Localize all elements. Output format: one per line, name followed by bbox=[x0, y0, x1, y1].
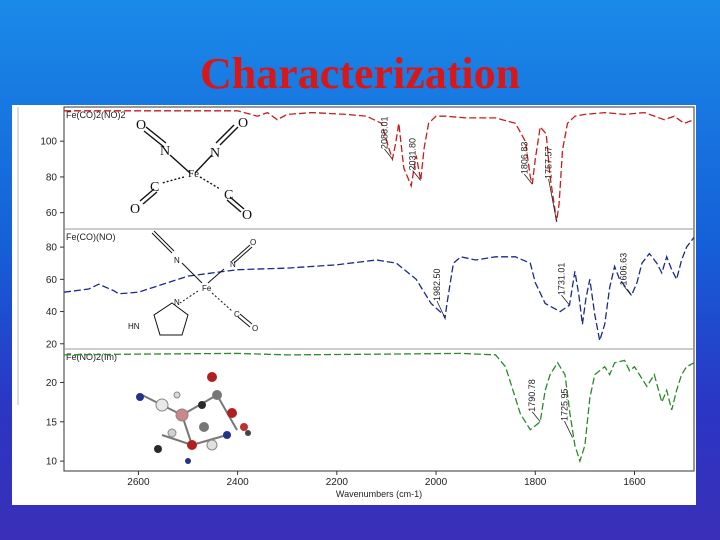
panel-label-fe-no2-im: Fe(NO)2(Im) bbox=[66, 352, 117, 362]
peak-leader-line bbox=[412, 170, 421, 181]
slide-title: Characterization bbox=[199, 49, 521, 98]
peak-label: 1757.57 bbox=[544, 146, 554, 179]
ir-spectra-chart: Fe(CO)2(NO)2 Fe(CO)(NO) Fe(NO)2(Im) 60 80… bbox=[17, 106, 695, 499]
peak-label: 2088.01 bbox=[379, 117, 389, 150]
x-tick-label: 1800 bbox=[524, 477, 547, 488]
svg-text:HN: HN bbox=[128, 322, 140, 331]
fe-co-no-im-atom-labels: N N O Fe N C O HN bbox=[128, 238, 258, 333]
fe-no2-im-crystal-structure bbox=[136, 372, 251, 464]
peak-label: 1606.63 bbox=[618, 253, 628, 286]
svg-text:O: O bbox=[242, 208, 252, 223]
y-tick-label: 20 bbox=[46, 339, 58, 350]
svg-text:N: N bbox=[174, 256, 180, 265]
peak-label: 1725.95 bbox=[559, 388, 569, 421]
ir-spectra-figure: Fe(CO)2(NO)2 Fe(CO)(NO) Fe(NO)2(Im) 60 80… bbox=[12, 105, 696, 505]
peak-leader-line bbox=[384, 148, 393, 160]
y-tick-label: 15 bbox=[46, 417, 58, 428]
svg-text:Fe: Fe bbox=[188, 168, 199, 180]
svg-text:O: O bbox=[252, 324, 258, 333]
chart-marks: 60 80 100 2088.01 2031.80 1806.83 1757.57 20 40 6… bbox=[40, 110, 695, 488]
y-tick-label: 80 bbox=[46, 172, 58, 183]
spectrum-line-2 bbox=[63, 237, 695, 341]
svg-text:C: C bbox=[150, 180, 159, 195]
peak-leader-line bbox=[623, 285, 632, 296]
x-tick-label: 2200 bbox=[326, 477, 349, 488]
plot-frame bbox=[63, 106, 695, 472]
peak-label: 2031.80 bbox=[408, 138, 418, 171]
panel-label-fe-co2-no2: Fe(CO)2(NO)2 bbox=[66, 110, 126, 120]
svg-text:O: O bbox=[130, 202, 140, 217]
peak-leader-line bbox=[561, 294, 570, 306]
svg-text:O: O bbox=[250, 238, 256, 247]
y-tick-label: 60 bbox=[46, 275, 58, 286]
peak-leader-line bbox=[523, 173, 533, 185]
svg-text:Fe: Fe bbox=[202, 284, 212, 293]
x-axis-label: Wavenumbers (cm-1) bbox=[336, 489, 422, 499]
svg-text:N: N bbox=[210, 146, 220, 161]
svg-text:N: N bbox=[230, 260, 236, 269]
y-tick-label: 40 bbox=[46, 307, 58, 318]
spectrum-line-3 bbox=[63, 352, 695, 464]
svg-text:C: C bbox=[234, 310, 240, 319]
x-tick-label: 1600 bbox=[623, 477, 646, 488]
spectrum-line-1 bbox=[64, 110, 695, 222]
x-tick-label: 2600 bbox=[127, 477, 150, 488]
x-tick-label: 2000 bbox=[425, 477, 448, 488]
y-tick-label: 10 bbox=[46, 457, 58, 468]
y-tick-label: 60 bbox=[46, 208, 58, 219]
peak-leader-line bbox=[548, 178, 557, 222]
svg-text:O: O bbox=[238, 116, 248, 131]
fe-co-no-im-structure bbox=[151, 230, 253, 336]
svg-text:N: N bbox=[174, 298, 180, 307]
y-tick-label: 20 bbox=[46, 378, 58, 389]
peak-label: 1982.50 bbox=[432, 268, 442, 301]
peak-label: 1806.83 bbox=[519, 142, 529, 175]
peak-leader-line bbox=[564, 420, 573, 438]
y-tick-label: 80 bbox=[46, 243, 58, 254]
svg-text:O: O bbox=[136, 118, 146, 133]
peak-label: 1731.01 bbox=[556, 263, 566, 296]
fe-co2-no2-structure bbox=[139, 124, 245, 213]
fe-co2-no2-atom-labels: O N N O Fe C C O O bbox=[130, 116, 252, 223]
peak-label: 1790.78 bbox=[527, 379, 537, 412]
x-tick-label: 2400 bbox=[226, 477, 249, 488]
panel-label-fe-co-no: Fe(CO)(NO) bbox=[66, 232, 116, 242]
svg-text:C: C bbox=[224, 188, 233, 203]
peak-leader-line bbox=[436, 300, 446, 319]
svg-text:N: N bbox=[160, 144, 170, 159]
y-tick-label: 100 bbox=[40, 137, 57, 148]
peak-leader-line bbox=[531, 411, 541, 423]
